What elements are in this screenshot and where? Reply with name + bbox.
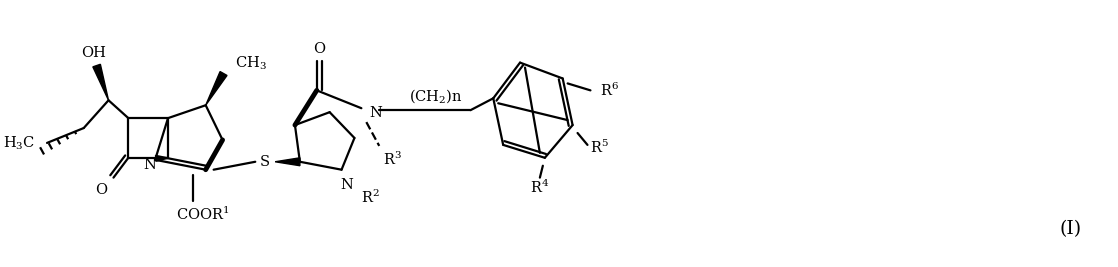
Text: (I): (I) (1060, 220, 1081, 238)
Text: R$^3$: R$^3$ (383, 151, 402, 168)
Text: S: S (260, 155, 271, 169)
Text: O: O (313, 42, 325, 56)
Text: R$^5$: R$^5$ (590, 138, 609, 156)
Text: COOR$^1$: COOR$^1$ (176, 206, 229, 223)
Polygon shape (93, 64, 108, 100)
Text: CH$_3$: CH$_3$ (236, 55, 267, 72)
Text: N: N (369, 106, 382, 120)
Text: (CH$_2$)n: (CH$_2$)n (409, 87, 463, 105)
Text: N: N (340, 178, 353, 191)
Text: R$^6$: R$^6$ (600, 82, 619, 99)
Text: O: O (95, 183, 107, 197)
Text: R$^4$: R$^4$ (530, 179, 550, 196)
Polygon shape (275, 158, 300, 166)
Text: H$_3$C: H$_3$C (3, 134, 35, 152)
Text: OH: OH (82, 46, 106, 60)
Polygon shape (206, 72, 227, 105)
Text: R$^2$: R$^2$ (361, 189, 380, 206)
Text: N: N (144, 158, 157, 172)
